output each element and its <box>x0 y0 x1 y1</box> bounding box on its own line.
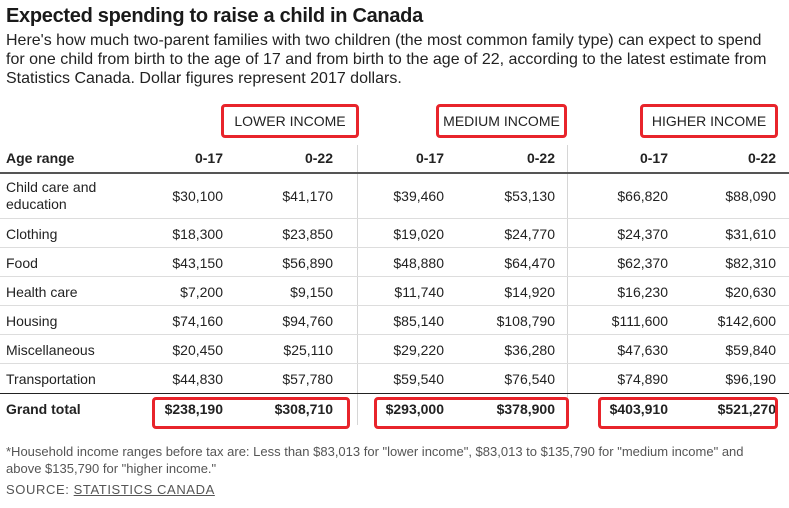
row-divider <box>0 305 789 306</box>
table-cell: $59,540 <box>393 371 444 387</box>
table-cell: $43,150 <box>172 255 223 271</box>
column-header-higher-0-17: 0-17 <box>639 150 668 166</box>
column-header-age-range: Age range <box>6 150 75 166</box>
column-divider <box>357 145 358 425</box>
table-cell: $48,880 <box>393 255 444 271</box>
table-cell: $56,890 <box>282 255 333 271</box>
table-cell: $62,370 <box>617 255 668 271</box>
table-cell: $108,790 <box>496 313 555 329</box>
table-cell: $7,200 <box>180 284 223 300</box>
row-divider <box>0 334 789 335</box>
total-label: Grand total <box>6 401 81 417</box>
total-cell: $521,270 <box>717 401 776 417</box>
table-cell: $39,460 <box>393 188 444 204</box>
income-header-higher: HIGHER INCOME <box>640 104 778 138</box>
table-cell: $9,150 <box>290 284 333 300</box>
page-subtitle: Here's how much two-parent families with… <box>6 32 767 87</box>
total-divider <box>0 393 789 394</box>
table-cell: $57,780 <box>282 371 333 387</box>
table-cell: $142,600 <box>717 313 776 329</box>
row-label: Miscellaneous <box>6 342 95 358</box>
table-cell: $47,630 <box>617 342 668 358</box>
row-divider <box>0 218 789 219</box>
table-cell: $59,840 <box>725 342 776 358</box>
total-cell: $293,000 <box>385 401 444 417</box>
column-header-lower-0-17: 0-17 <box>194 150 223 166</box>
income-header-lower: LOWER INCOME <box>221 104 359 138</box>
table-cell: $31,610 <box>725 226 776 242</box>
income-header-label: MEDIUM INCOME <box>443 113 560 129</box>
total-cell: $238,190 <box>164 401 223 417</box>
table-cell: $18,300 <box>172 226 223 242</box>
table-cell: $20,630 <box>725 284 776 300</box>
column-header-higher-0-22: 0-22 <box>747 150 776 166</box>
row-label: Food <box>6 255 38 271</box>
table-cell: $64,470 <box>504 255 555 271</box>
table-cell: $25,110 <box>283 342 333 358</box>
table-cell: $44,830 <box>172 371 223 387</box>
source-prefix: SOURCE: <box>6 482 74 497</box>
total-cell: $308,710 <box>274 401 333 417</box>
table-cell: $30,100 <box>172 188 223 204</box>
table-cell: $36,280 <box>504 342 555 358</box>
page-title: Expected spending to raise a child in Ca… <box>6 5 423 27</box>
source-link[interactable]: STATISTICS CANADA <box>73 482 215 497</box>
table-cell: $41,170 <box>282 188 333 204</box>
table-cell: $20,450 <box>172 342 223 358</box>
total-cell: $378,900 <box>496 401 555 417</box>
row-label: Child care and education <box>6 179 97 212</box>
column-header-lower-0-22: 0-22 <box>304 150 333 166</box>
income-header-medium: MEDIUM INCOME <box>436 104 567 138</box>
row-label: Transportation <box>6 371 96 387</box>
source-line: SOURCE: STATISTICS CANADA <box>6 482 215 497</box>
table-cell: $82,310 <box>725 255 776 271</box>
table-cell: $14,920 <box>504 284 555 300</box>
table-cell: $24,370 <box>617 226 668 242</box>
table-cell: $23,850 <box>282 226 333 242</box>
table-cell: $66,820 <box>617 188 668 204</box>
income-header-label: LOWER INCOME <box>234 113 346 129</box>
table-cell: $74,890 <box>617 371 668 387</box>
footnote: *Household income ranges before tax are:… <box>6 444 744 476</box>
row-label: Clothing <box>6 226 58 242</box>
row-label: Housing <box>6 313 58 329</box>
row-divider <box>0 363 789 364</box>
row-divider <box>0 276 789 277</box>
row-divider <box>0 247 789 248</box>
table-cell: $96,190 <box>725 371 776 387</box>
table-cell: $111,600 <box>611 313 668 329</box>
table-cell: $29,220 <box>393 342 444 358</box>
header-divider <box>0 172 789 174</box>
table-cell: $24,770 <box>504 226 555 242</box>
table-cell: $11,740 <box>394 284 444 300</box>
column-header-medium-0-22: 0-22 <box>526 150 555 166</box>
column-divider <box>567 145 568 425</box>
table-cell: $16,230 <box>617 284 668 300</box>
table-cell: $76,540 <box>504 371 555 387</box>
row-label: Health care <box>6 284 78 300</box>
table-cell: $74,160 <box>172 313 223 329</box>
table-cell: $85,140 <box>393 313 444 329</box>
table-cell: $19,020 <box>393 226 444 242</box>
table-cell: $94,760 <box>282 313 333 329</box>
income-header-label: HIGHER INCOME <box>651 113 767 129</box>
column-header-medium-0-17: 0-17 <box>415 150 444 166</box>
table-cell: $53,130 <box>504 188 555 204</box>
table-cell: $88,090 <box>725 188 776 204</box>
total-cell: $403,910 <box>609 401 668 417</box>
